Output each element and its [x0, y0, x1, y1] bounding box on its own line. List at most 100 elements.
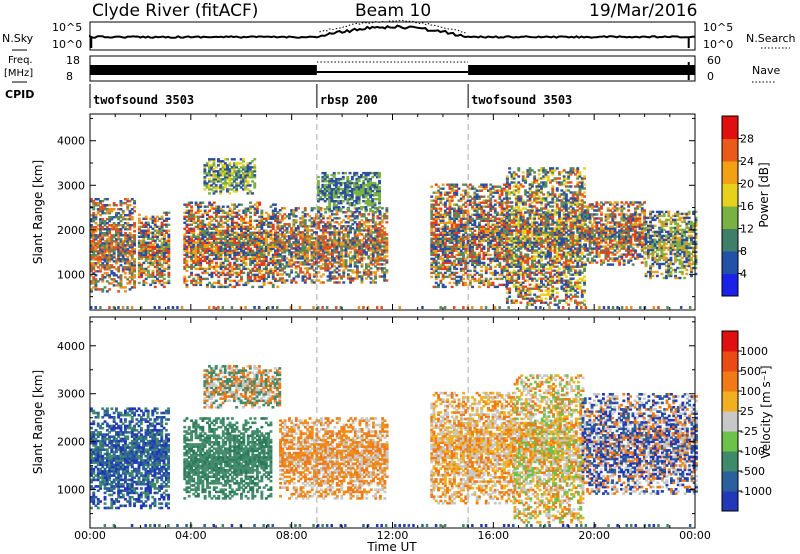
heatmap-cell — [349, 275, 352, 278]
heatmap-cell — [366, 179, 370, 183]
heatmap-cell — [105, 268, 109, 271]
heatmap-cell — [344, 261, 348, 264]
heatmap-cell — [228, 269, 232, 273]
heatmap-cell — [362, 185, 366, 189]
heatmap-cell — [292, 247, 296, 250]
heatmap-cell — [121, 268, 125, 271]
heatmap-cell — [183, 249, 187, 252]
heatmap-cell — [237, 170, 241, 173]
heatmap-cell — [144, 247, 148, 250]
heatmap-cell — [94, 242, 98, 245]
heatmap-cell — [183, 203, 187, 206]
heatmap-cell — [215, 231, 218, 234]
heatmap-cell — [242, 261, 246, 265]
heatmap-cell — [221, 251, 225, 254]
heatmap-cell — [190, 249, 193, 252]
heatmap-cell — [190, 209, 193, 212]
heatmap-cell — [212, 241, 216, 244]
heatmap-cell — [308, 229, 312, 232]
heatmap-cell — [287, 253, 291, 256]
heatmap-cell — [299, 243, 303, 246]
heatmap-cell — [432, 213, 436, 216]
heatmap-cell — [434, 199, 438, 202]
heatmap-cell — [151, 257, 155, 261]
heatmap-cell — [362, 249, 366, 252]
heatmap-cell — [253, 186, 257, 189]
heatmap-cell — [301, 271, 305, 274]
heatmap-cell — [133, 206, 136, 209]
heatmap-cell — [237, 243, 241, 246]
heatmap-cell — [249, 237, 252, 240]
heatmap-cell — [326, 265, 330, 268]
heatmap-cell — [360, 192, 363, 195]
heatmap-cell — [326, 269, 330, 272]
heatmap-cell — [301, 249, 305, 252]
heatmap-cell — [276, 227, 280, 230]
heatmap-cell — [210, 259, 214, 263]
heatmap-cell — [349, 219, 352, 222]
heatmap-cell — [99, 242, 102, 245]
heatmap-cell — [260, 225, 264, 228]
heatmap-cell — [299, 261, 303, 264]
heatmap-cell — [130, 212, 134, 215]
heatmap-cell — [321, 259, 325, 262]
heatmap-cell — [235, 275, 239, 279]
heatmap-cell — [149, 253, 153, 257]
heatmap-cell — [331, 219, 334, 222]
heatmap-cell — [183, 257, 187, 261]
heatmap-cell — [147, 223, 150, 226]
heatmap-cell — [199, 231, 203, 234]
heatmap-cell — [285, 231, 289, 234]
heatmap-cell — [292, 261, 296, 264]
heatmap-cell — [187, 229, 191, 232]
heatmap-cell — [274, 277, 277, 281]
heatmap-cell — [185, 205, 189, 208]
heatmap-cell — [335, 249, 339, 252]
heatmap-cell — [160, 263, 164, 267]
heatmap-cell — [235, 253, 239, 257]
heatmap-cell — [214, 186, 218, 189]
heatmap-cell — [142, 217, 146, 220]
heatmap-cell — [278, 265, 282, 268]
heatmap-cell — [103, 254, 107, 257]
heatmap-cell — [90, 264, 93, 267]
heatmap-cell — [249, 231, 252, 234]
heatmap-cell — [124, 272, 127, 275]
heatmap-cell — [376, 249, 380, 252]
heatmap-cell — [281, 267, 284, 270]
heatmap-cell — [285, 239, 289, 242]
heatmap-cell — [264, 259, 268, 263]
heatmap-cell — [165, 213, 168, 216]
heatmap-cell — [192, 277, 196, 281]
heatmap-cell — [383, 227, 387, 230]
heatmap-cell — [328, 187, 332, 191]
heatmap-cell — [346, 187, 350, 191]
heatmap-cell — [353, 231, 357, 234]
heatmap-cell — [117, 284, 121, 287]
heatmap-cell — [367, 229, 371, 232]
heatmap-cell — [281, 257, 284, 260]
heatmap-cell — [371, 259, 375, 262]
heatmap-cell — [341, 187, 345, 191]
station-title: Clyde River (fitACF) — [92, 1, 258, 21]
heatmap-cell — [226, 249, 230, 252]
heatmap-cell — [126, 240, 130, 243]
heatmap-cell — [321, 225, 325, 228]
heatmap-cell — [326, 231, 330, 234]
heatmap-cell — [326, 259, 330, 262]
heatmap-cell — [344, 189, 347, 193]
heatmap-cell — [105, 260, 109, 263]
heatmap-cell — [124, 232, 127, 235]
heatmap-cell — [274, 209, 277, 212]
nsearch-tick-top: 10^5 — [703, 21, 733, 34]
heatmap-cell — [267, 263, 271, 267]
heatmap-cell — [292, 241, 296, 244]
heatmap-cell — [258, 255, 261, 259]
heatmap-cell — [196, 233, 200, 236]
heatmap-cell — [367, 269, 371, 272]
heatmap-cell — [242, 217, 246, 220]
heatmap-cell — [105, 238, 109, 241]
heatmap-cell — [194, 267, 198, 271]
heatmap-cell — [226, 263, 230, 267]
heatmap-cell — [346, 208, 350, 211]
